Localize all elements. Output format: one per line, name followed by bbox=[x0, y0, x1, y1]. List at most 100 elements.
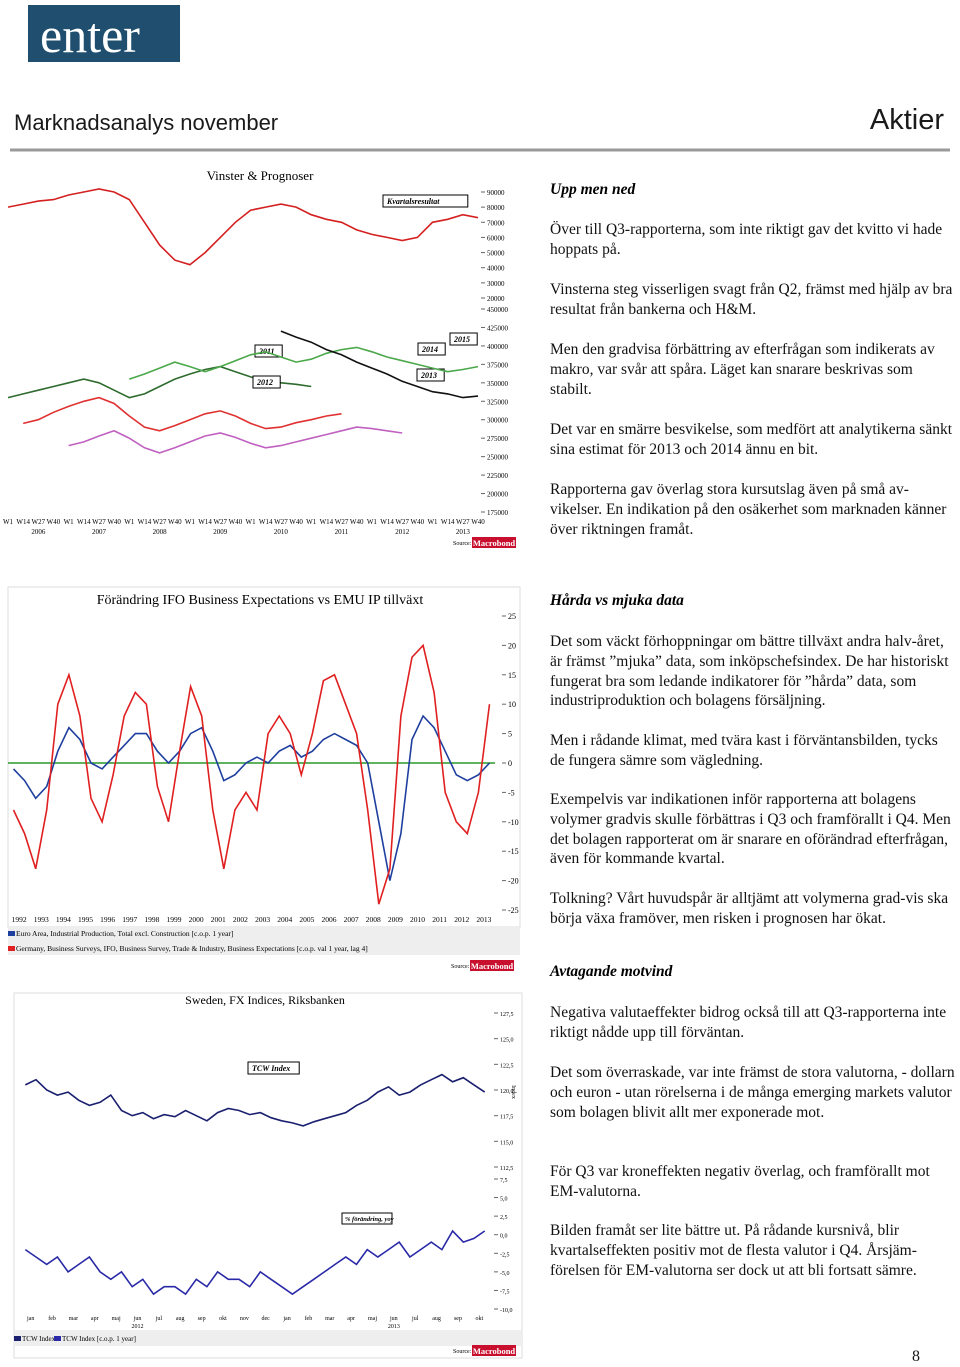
x-tick-label: jan bbox=[282, 1316, 290, 1322]
logo-box bbox=[28, 5, 180, 62]
x-tick-label: W1 bbox=[367, 518, 378, 526]
y-tick-label: -25 bbox=[508, 906, 519, 915]
y-tick-label: 20000 bbox=[487, 295, 505, 303]
x-tick-label: W14 bbox=[198, 518, 212, 526]
x-tick-label: sep bbox=[454, 1316, 462, 1322]
year-label: 2008 bbox=[153, 528, 168, 536]
paragraph: Rapporterna gav överlag stora kursutslag… bbox=[550, 481, 947, 538]
x-tick-label: mar bbox=[325, 1316, 334, 1322]
y-tick-label: 127,5 bbox=[500, 1012, 514, 1018]
y-tick-label: 90000 bbox=[487, 189, 505, 197]
y-tick-label: -15 bbox=[508, 847, 519, 856]
y-tick-label: 112,5 bbox=[500, 1166, 513, 1172]
paragraph: Vinsterna steg visserligen svagt från Q2… bbox=[550, 281, 953, 318]
x-tick-label: W1 bbox=[306, 518, 317, 526]
y-tick-label: -10,0 bbox=[500, 1308, 513, 1314]
series-label-box bbox=[417, 342, 446, 356]
y-tick-label: -5 bbox=[508, 788, 515, 797]
year-label: 2007 bbox=[92, 528, 107, 536]
year-label: 2010 bbox=[274, 528, 289, 536]
x-tick-label: mar bbox=[69, 1316, 78, 1322]
source-brand: Macrobond bbox=[471, 961, 514, 971]
x-tick-label: aug bbox=[176, 1316, 185, 1322]
y-tick-label: 375000 bbox=[487, 361, 509, 369]
y-tick-label: 30000 bbox=[487, 280, 505, 288]
y-tick-label: 20 bbox=[508, 641, 516, 650]
x-tick-label: W27 bbox=[395, 518, 409, 526]
x-tick-label: W14 bbox=[320, 518, 334, 526]
legend-swatch bbox=[14, 1336, 21, 1341]
paragraph: Över till Q3-rapporterna, som inte rikti… bbox=[550, 221, 943, 258]
x-tick-label: W14 bbox=[259, 518, 273, 526]
series-label: TCW Index bbox=[252, 1064, 290, 1073]
x-tick-label: maj bbox=[368, 1316, 377, 1322]
x-tick-label: apr bbox=[91, 1316, 99, 1322]
series-label: 2012 bbox=[256, 378, 273, 387]
source-brand-box bbox=[472, 1345, 516, 1356]
x-tick-label: jan bbox=[26, 1316, 34, 1322]
x-tick-label: okt bbox=[475, 1316, 483, 1322]
x-tick-label: 2008 bbox=[366, 915, 381, 924]
series-label-box bbox=[382, 194, 469, 208]
annotation-box bbox=[341, 1212, 393, 1225]
y-tick-label: 225000 bbox=[487, 472, 509, 480]
x-tick-label: 1998 bbox=[144, 915, 159, 924]
x-tick-label: jun bbox=[133, 1316, 142, 1322]
y-tick-label: -10 bbox=[508, 818, 519, 827]
legend-label: Euro Area, Industrial Production, Total … bbox=[16, 929, 233, 938]
x-tick-label: apr bbox=[347, 1316, 355, 1322]
y-tick-label: -7,5 bbox=[500, 1289, 510, 1295]
page-title: Marknadsanalys november bbox=[14, 110, 279, 135]
y-tick-label: 50000 bbox=[487, 250, 505, 258]
year-label: 2012 bbox=[395, 528, 410, 536]
y-tick-label: 60000 bbox=[487, 234, 505, 242]
paragraph: Tolkning? Vårt huvudspår är alltjämt att… bbox=[550, 890, 949, 927]
x-tick-label: 1995 bbox=[78, 915, 93, 924]
x-tick-label: aug bbox=[432, 1316, 441, 1322]
x-tick-label: 2006 bbox=[321, 915, 336, 924]
paragraph: Men i rådande klimat, med tvära kast i f… bbox=[550, 732, 938, 769]
year-label: 2013 bbox=[456, 528, 471, 536]
source-brand-box bbox=[470, 960, 514, 971]
x-tick-label: W40 bbox=[107, 518, 121, 526]
x-tick-label: W40 bbox=[168, 518, 182, 526]
year-label: 2011 bbox=[335, 528, 349, 536]
x-tick-label: 2010 bbox=[410, 915, 425, 924]
series-line bbox=[280, 330, 479, 399]
x-tick-label: feb bbox=[48, 1315, 56, 1322]
y-tick-label: 0,0 bbox=[500, 1234, 508, 1240]
legend-swatch bbox=[54, 1336, 61, 1341]
x-tick-label: W1 bbox=[246, 518, 257, 526]
x-tick-label: W40 bbox=[411, 518, 425, 526]
x-tick-label: 2002 bbox=[233, 915, 248, 924]
x-tick-label: 2004 bbox=[277, 915, 292, 924]
y-tick-label: 0 bbox=[508, 759, 512, 768]
x-tick-label: W1 bbox=[124, 518, 135, 526]
x-tick-label: 1993 bbox=[34, 915, 49, 924]
y-tick-label: 70000 bbox=[487, 219, 505, 227]
x-tick-label: W40 bbox=[47, 518, 61, 526]
year-label: 2013 bbox=[388, 1324, 400, 1330]
x-tick-label: W40 bbox=[350, 518, 364, 526]
legend-swatch bbox=[8, 931, 15, 936]
x-tick-label: feb bbox=[305, 1315, 313, 1322]
paragraph: Det var en smärre besvikelse, som medför… bbox=[550, 421, 953, 458]
x-tick-label: 2011 bbox=[432, 915, 447, 924]
x-tick-label: W14 bbox=[77, 518, 91, 526]
y-tick-label: 200000 bbox=[487, 491, 509, 499]
legend-box bbox=[14, 1330, 522, 1346]
year-label: 2006 bbox=[31, 528, 46, 536]
x-tick-label: 2000 bbox=[189, 915, 204, 924]
series-line bbox=[24, 1229, 486, 1296]
x-tick-label: W14 bbox=[16, 518, 30, 526]
paragraph: Bilden framåt ser lite bättre ut. På råd… bbox=[550, 1222, 917, 1279]
source-label: Source: bbox=[453, 1349, 472, 1355]
y-tick-label: 80000 bbox=[487, 204, 505, 212]
x-tick-label: W27 bbox=[456, 518, 470, 526]
x-tick-label: dec bbox=[262, 1316, 271, 1322]
y-tick-label: 120,0 bbox=[500, 1089, 514, 1095]
paragraph: Negativa valutaeffekter bidrog också til… bbox=[550, 1004, 947, 1041]
x-tick-label: W14 bbox=[138, 518, 152, 526]
x-tick-label: W1 bbox=[185, 518, 196, 526]
